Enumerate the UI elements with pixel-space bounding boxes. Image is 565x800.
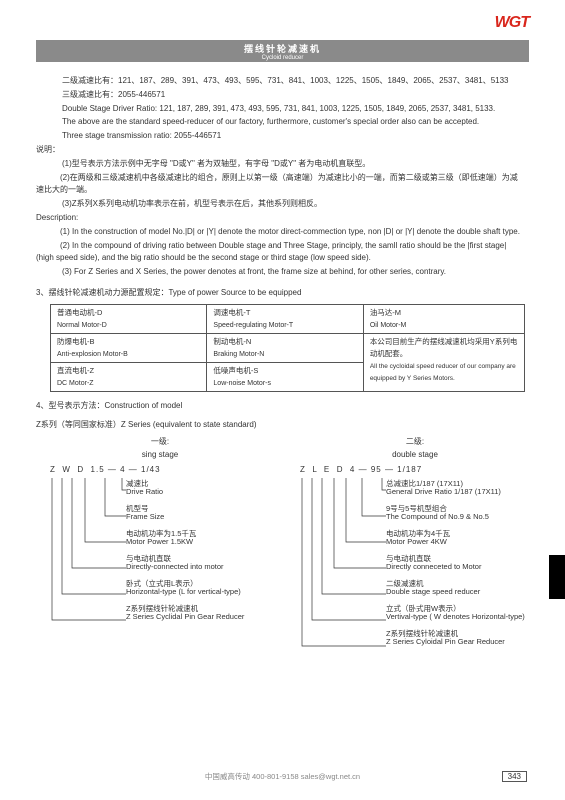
- zseries-title: Z系列（等同国家标准）Z Series (equivalent to state…: [36, 419, 525, 432]
- lbl-en: Drive Ratio: [126, 487, 163, 496]
- cell-cn: 调速电机-T: [213, 308, 250, 317]
- lbl-en: Z Series Cyclidal Pin Gear Reducer: [126, 612, 244, 621]
- banner-title-en: Cycloid reducer: [36, 55, 529, 61]
- cell-en: All the cycloidal speed reducer of our c…: [370, 363, 516, 382]
- shuoming-3: (3)Z系列X系列电动机功率表示在前，机型号表示在后，其他系列则相反。: [50, 198, 525, 211]
- footer-text: 中国威高传动 400-801-9158 sales@wgt.net.cn: [205, 772, 360, 781]
- power-source-table: 普通电动机-D Normal Motor-D 调速电机-T Speed-regula…: [50, 304, 525, 393]
- lbl-en: Motor Power 1.5KW: [126, 537, 193, 546]
- intro-p1: 二级减速比有：121、187、289、391、473、493、595、731、8…: [50, 75, 525, 88]
- description-label: Description:: [36, 212, 525, 225]
- cell-en: Oil Motor-M: [370, 322, 407, 329]
- diag1-labels: 减速比Drive Ratio 机型号Frame Size 电动机功率为1.5千瓦…: [126, 480, 244, 630]
- lbl-en: Double stage speed reducer: [386, 587, 480, 596]
- intro-p2: 三级减速比有：2055-446571: [50, 89, 525, 102]
- shuoming-1: (1)型号表示方法示例中无字母 "D或Y" 者为双轴型，有字母 "D或Y" 者为…: [50, 158, 525, 171]
- cell-en: DC Motor-Z: [57, 380, 94, 387]
- page-banner: 摆线针轮减速机 Cycloid reducer: [36, 40, 529, 62]
- description-2: (2) In the compound of driving ratio bet…: [36, 240, 525, 266]
- banner-title-cn: 摆线针轮减速机: [36, 42, 529, 55]
- side-index-tab: [549, 555, 565, 599]
- lbl-en: Directly-connected into motor: [126, 562, 224, 571]
- lbl-en: Vertival-type ( W denotes Horizontal-typ…: [386, 612, 525, 621]
- table-row: 普通电动机-D Normal Motor-D 调速电机-T Speed-regula…: [51, 304, 525, 333]
- table-row: 防爆电机-B Anti-explosion Motor-B 制动电机-N Braki…: [51, 333, 525, 362]
- lbl-en: Z Series Cyloidal Pin Gear Reducer: [386, 637, 505, 646]
- cell-cn: 制动电机-N: [213, 337, 251, 346]
- cell-cn: 本公司目前生产的摆线减速机均采用Y系列电动机配套。: [370, 337, 518, 358]
- cell-en: Speed-regulating Motor-T: [213, 322, 293, 329]
- diag2-title-en: double stage: [392, 450, 438, 459]
- shuoming-2: (2)在两级和三级减速机中各级减速比的组合，原则上以第一级（高速端）为减速比小的…: [36, 172, 525, 198]
- diag2-title: 二级: double stage: [300, 436, 530, 462]
- model-diagrams: 一级: sing stage Z W D 1.5 — 4 — 1/43 减速比D…: [50, 436, 525, 676]
- section4-title: 4、型号表示方法：Construction of model: [36, 400, 525, 413]
- cell-en: Braking Motor-N: [213, 351, 264, 358]
- cell-en: Normal Motor-D: [57, 322, 107, 329]
- cell-cn: 低噪声电机-S: [213, 366, 258, 375]
- lbl-en: Motor Power 4KW: [386, 537, 447, 546]
- diag1-title-en: sing stage: [142, 450, 178, 459]
- diag2-labels: 总减速比1/187 (17X11)General Drive Ratio 1/1…: [386, 480, 525, 655]
- intro-p4: The above are the standard speed-reducer…: [50, 116, 525, 129]
- description-3: (3) For Z Series and X Series, the power…: [50, 266, 525, 279]
- main-content: 二级减速比有：121、187、289、391、473、493、595、731、8…: [50, 75, 525, 676]
- cell-en: Low-noise Motor-s: [213, 380, 271, 387]
- section3-title: 3、摆线针轮减速机动力源配置规定：Type of power Source to…: [36, 287, 525, 300]
- lbl-en: Horizontal-type (L for vertical-type): [126, 587, 241, 596]
- brand-logo: WGT: [495, 14, 529, 32]
- shuoming-label: 说明：: [36, 144, 525, 157]
- diag2-code: Z L E D 4 — 95 — 1/187: [300, 464, 530, 477]
- lbl-en: Frame Size: [126, 512, 164, 521]
- lbl-en: General Drive Ratio 1/187 (17X11): [386, 487, 501, 496]
- description-1: (1) In the construction of model No.|D| …: [36, 226, 525, 239]
- intro-p3: Double Stage Driver Ratio: 121, 187, 289…: [50, 103, 525, 116]
- cell-cn: 防爆电机-B: [57, 337, 95, 346]
- cell-cn: 油马达-M: [370, 308, 401, 317]
- lbl-en: The Compound of No.9 & No.5: [386, 512, 489, 521]
- lbl-en: Directly conneceted to Motor: [386, 562, 481, 571]
- diagram-double-stage: 二级: double stage Z L E D 4 — 95 — 1/187 …: [300, 436, 530, 676]
- diag2-title-cn: 二级:: [406, 437, 424, 446]
- page-number: 343: [502, 771, 527, 782]
- diag1-title-cn: 一级:: [151, 437, 169, 446]
- diagram-single-stage: 一级: sing stage Z W D 1.5 — 4 — 1/43 减速比D…: [50, 436, 270, 676]
- intro-p5: Three stage transmission ratio: 2055-446…: [50, 130, 525, 143]
- diag1-title: 一级: sing stage: [50, 436, 270, 462]
- diag1-code: Z W D 1.5 — 4 — 1/43: [50, 464, 270, 477]
- cell-cn: 直流电机-Z: [57, 366, 94, 375]
- cell-cn: 普通电动机-D: [57, 308, 102, 317]
- page-footer: 中国威高传动 400-801-9158 sales@wgt.net.cn 343: [0, 771, 565, 782]
- cell-en: Anti-explosion Motor-B: [57, 351, 128, 358]
